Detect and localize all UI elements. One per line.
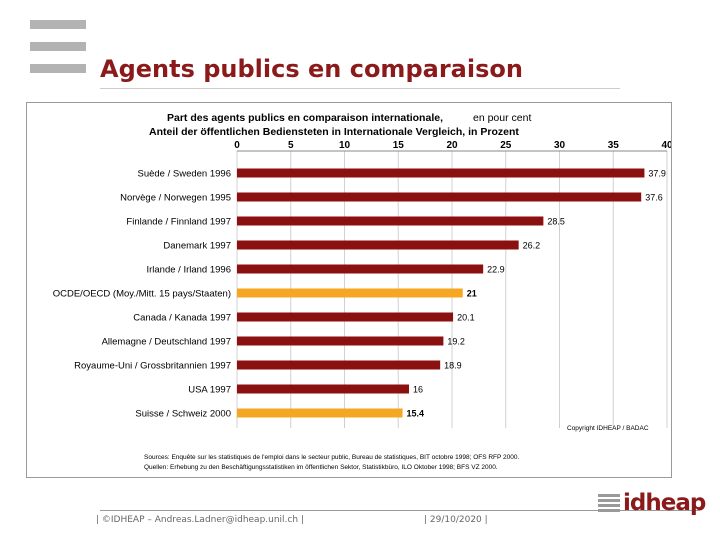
- data-label: 21: [467, 289, 477, 299]
- idheap-logo-text: idheap: [623, 490, 706, 516]
- bar: [237, 384, 409, 394]
- x-tick-label: 10: [339, 140, 351, 151]
- title-divider: [100, 88, 620, 89]
- category-label: Canada / Kanada 1997: [133, 313, 231, 324]
- x-tick-label: 40: [661, 140, 671, 151]
- data-label: 16: [413, 385, 423, 395]
- bar-chart: Part des agents publics en comparaison i…: [53, 112, 671, 471]
- x-tick-label: 0: [234, 140, 240, 151]
- x-tick-label: 25: [500, 140, 512, 151]
- data-label: 26.2: [523, 241, 541, 251]
- data-label: 20.1: [457, 313, 475, 323]
- data-label: 37.6: [645, 193, 663, 203]
- data-label: 18.9: [444, 361, 462, 371]
- bar: [237, 264, 484, 274]
- footer-divider: [100, 510, 700, 511]
- x-tick-label: 30: [554, 140, 566, 151]
- category-label: Danemark 1997: [163, 241, 231, 252]
- slide-title: Agents publics en comparaison: [100, 55, 523, 83]
- chart-source-de: Quellen: Erhebung zu den Beschäftigungss…: [144, 464, 498, 471]
- category-label: Irlande / Irland 1996: [146, 265, 231, 276]
- data-label: 19.2: [447, 337, 465, 347]
- x-tick-label: 35: [608, 140, 620, 151]
- data-label: 15.4: [407, 409, 425, 419]
- chart-copyright: Copyright IDHEAP / BADAC: [567, 425, 649, 432]
- idheap-lines-icon: [598, 494, 620, 514]
- bar: [237, 216, 544, 226]
- category-label: Finlande / Finnland 1997: [126, 217, 231, 228]
- bar: [237, 168, 645, 178]
- footer-contact: | ©IDHEAP – Andreas.Ladner@idheap.unil.c…: [96, 515, 304, 525]
- category-label: Suisse / Schweiz 2000: [135, 409, 231, 420]
- x-tick-label: 5: [288, 140, 294, 151]
- footer-date: | 29/10/2020 |: [424, 515, 488, 525]
- bar: [237, 408, 403, 418]
- data-label: 37.9: [648, 169, 666, 179]
- category-label: Royaume-Uni / Grossbritannien 1997: [74, 361, 231, 372]
- category-label: Norvège / Norwegen 1995: [120, 193, 231, 204]
- bar: [237, 192, 642, 202]
- category-label: Suède / Sweden 1996: [138, 169, 232, 180]
- data-label: 22.9: [487, 265, 505, 275]
- chart-title-fr: Part des agents publics en comparaison i…: [167, 112, 443, 124]
- category-label: USA 1997: [188, 385, 231, 396]
- bar: [237, 288, 463, 298]
- bar: [237, 336, 444, 346]
- category-label: OCDE/OECD (Moy./Mitt. 15 pays/Staaten): [53, 289, 231, 300]
- bar: [237, 240, 519, 250]
- bar: [237, 312, 454, 322]
- idheap-logo: idheap: [598, 490, 706, 520]
- data-label: 28.5: [547, 217, 565, 227]
- chart-title-fr-suffix: en pour cent: [473, 112, 531, 124]
- chart-title-de: Anteil der öffentlichen Bediensteten in …: [149, 126, 519, 138]
- x-tick-label: 15: [393, 140, 405, 151]
- logo-bars-icon: [30, 20, 86, 86]
- category-label: Allemagne / Deutschland 1997: [102, 337, 231, 348]
- chart-source-fr: Sources: Enquête sur les statistiques de…: [144, 454, 520, 461]
- chart-frame: Part des agents publics en comparaison i…: [26, 102, 672, 478]
- x-tick-label: 20: [446, 140, 458, 151]
- bar: [237, 360, 441, 370]
